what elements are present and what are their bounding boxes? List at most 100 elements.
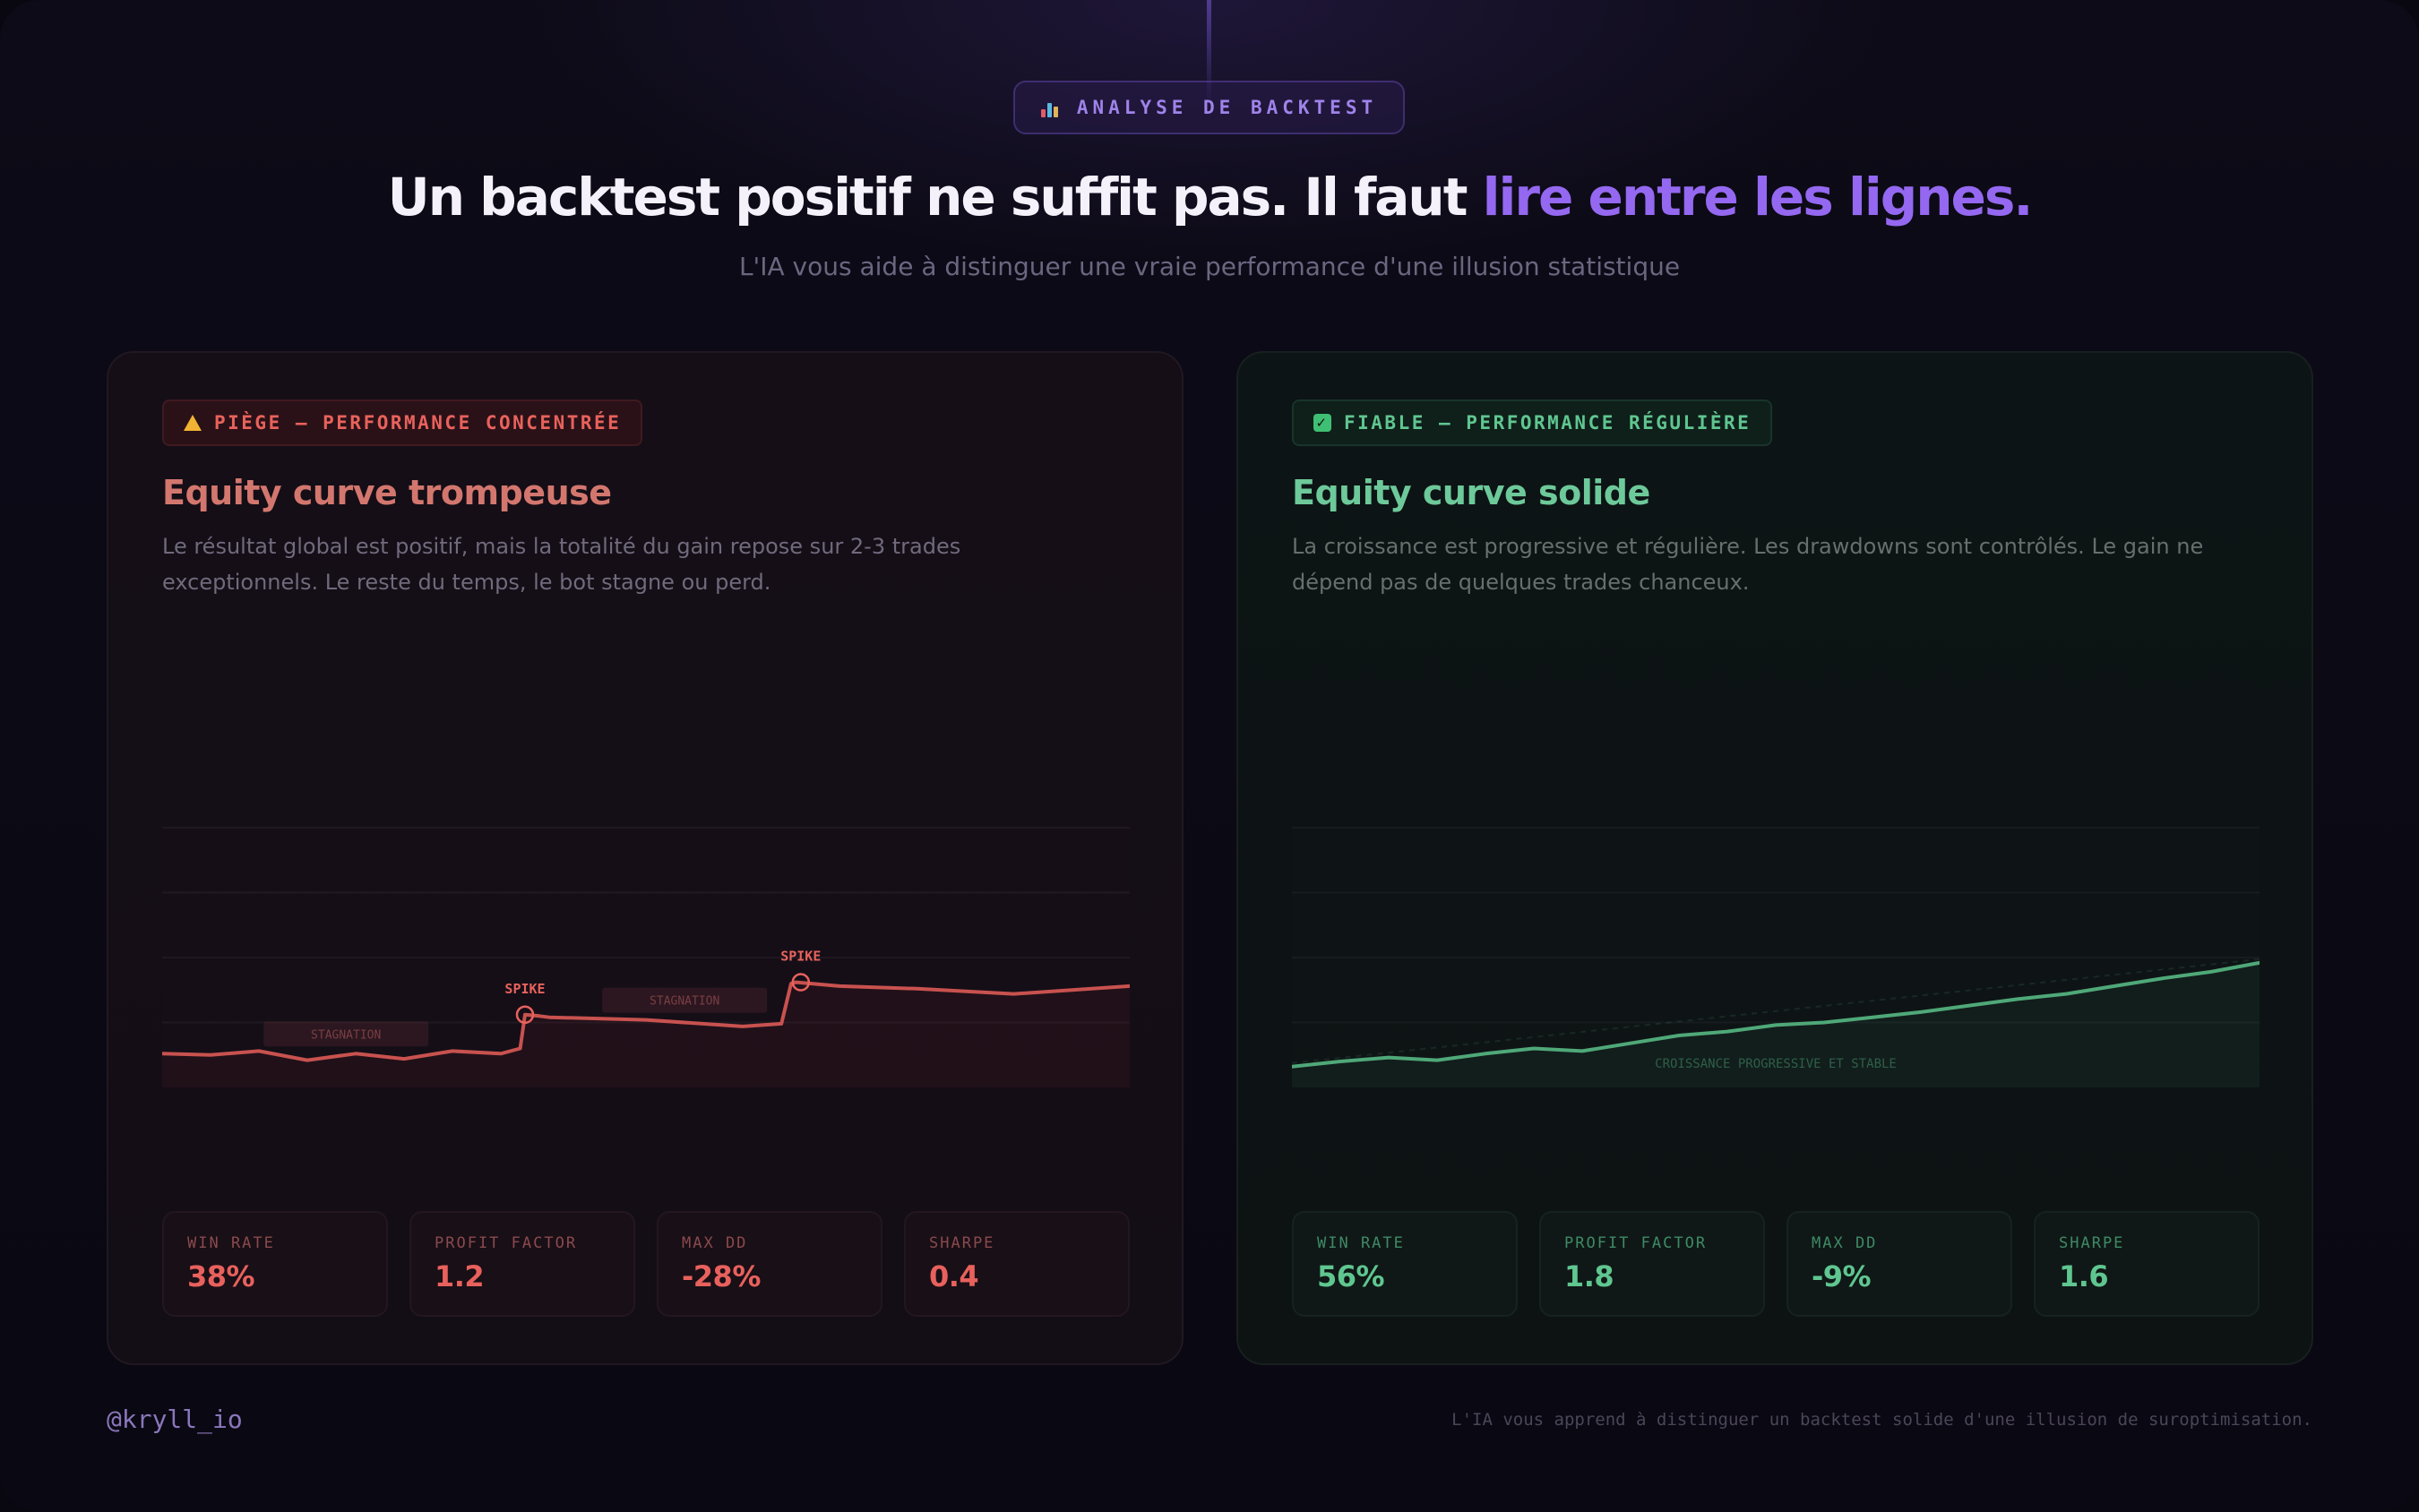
stagnation-label: STAGNATION (650, 995, 719, 1009)
footer-note: L'IA vous apprend à distinguer un backte… (1451, 1410, 2312, 1430)
data-point (838, 984, 841, 988)
stat-profit-factor: PROFIT FACTOR 1.2 (409, 1211, 635, 1317)
trend-label: CROISSANCE PROGRESSIVE ET STABLE (1655, 1057, 1897, 1071)
data-point (402, 1057, 406, 1061)
data-point (499, 1052, 503, 1055)
reliable-card-title: Equity curve solide (1292, 473, 1650, 512)
series-line (162, 980, 1130, 1062)
reliable-stats: WIN RATE 56% PROFIT FACTOR 1.8 MAX DD -9… (1292, 1211, 2260, 1317)
data-point (794, 981, 797, 984)
page-title-main: Un backtest positif ne suffit pas. Il fa… (387, 167, 1483, 228)
stat-label: SHARPE (929, 1234, 995, 1252)
stat-label: SHARPE (2059, 1234, 2125, 1252)
stat-label: PROFIT FACTOR (1564, 1234, 1708, 1252)
stat-label: WIN RATE (187, 1234, 275, 1252)
header-badge-label: ANALYSE DE BACKTEST (1076, 97, 1378, 118)
trap-stats: WIN RATE 38% PROFIT FACTOR 1.2 MAX DD -2… (162, 1211, 1130, 1317)
data-point (547, 1016, 551, 1019)
data-point (1919, 1010, 1923, 1014)
trap-card: PIÈGE — PERFORMANCE CONCENTRÉE Equity cu… (107, 351, 1184, 1365)
data-point (2064, 992, 2068, 996)
stat-sharpe: SHARPE 0.4 (904, 1211, 1130, 1317)
data-point (1871, 1016, 1874, 1019)
reliable-equity-chart: CROISSANCE PROGRESSIVE ET STABLE (1292, 827, 2260, 1087)
data-point (1128, 984, 1130, 988)
stat-win-rate: WIN RATE 56% (1292, 1211, 1518, 1317)
stat-label: MAX DD (1812, 1234, 1878, 1252)
data-point (1387, 1056, 1390, 1060)
data-point (1822, 1021, 1826, 1024)
data-point (741, 1025, 745, 1028)
data-point (523, 1013, 527, 1017)
data-point (915, 987, 918, 991)
stat-win-rate: WIN RATE 38% (162, 1211, 388, 1317)
stat-sharpe: SHARPE 1.6 (2034, 1211, 2260, 1317)
stat-label: WIN RATE (1317, 1234, 1405, 1252)
stat-max-dd: MAX DD -28% (657, 1211, 882, 1317)
check-icon: ✓ (1313, 414, 1331, 432)
data-point (306, 1059, 309, 1062)
stat-label: MAX DD (682, 1234, 748, 1252)
spike-marker (515, 1005, 535, 1025)
data-point (2209, 970, 2213, 974)
data-point (779, 1022, 783, 1026)
data-point (451, 1049, 454, 1052)
data-point (538, 1014, 541, 1018)
data-point (2161, 976, 2165, 980)
trap-equity-chart: STAGNATION STAGNATION SPIKE SPIKE (162, 827, 1130, 1087)
page-subtitle: L'IA vous aide à distinguer une vraie pe… (738, 252, 1681, 281)
header-badge: ANALYSE DE BACKTEST (1013, 81, 1405, 134)
trap-card-description: Le résultat global est positif, mais la … (162, 534, 961, 595)
stat-value: -28% (682, 1259, 761, 1293)
data-point (1484, 1052, 1487, 1055)
data-point (162, 1052, 164, 1055)
spike-marker (791, 973, 811, 992)
series-area (162, 982, 1130, 1087)
stat-value: 1.6 (2059, 1259, 2109, 1293)
data-point (354, 1052, 357, 1055)
trend-line (1292, 958, 2260, 1064)
trap-tag-label: PIÈGE — PERFORMANCE CONCENTRÉE (214, 412, 622, 434)
data-point (257, 1049, 261, 1052)
data-point (519, 1047, 522, 1050)
reliable-tag-label: FIABLE — PERFORMANCE RÉGULIÈRE (1344, 412, 1752, 434)
stat-max-dd: MAX DD -9% (1786, 1211, 2012, 1317)
data-point (209, 1053, 212, 1057)
trap-card-title: Equity curve trompeuse (162, 473, 612, 512)
data-point (1774, 1023, 1778, 1027)
data-point (1339, 1060, 1342, 1063)
stagnation-box (263, 1021, 429, 1047)
data-point (2113, 984, 2116, 988)
data-point (1677, 1034, 1681, 1037)
data-point (1435, 1059, 1439, 1062)
stat-value: 0.4 (929, 1259, 979, 1293)
top-glow-line (1207, 0, 1211, 107)
data-point (1726, 1030, 1729, 1034)
stagnation-label: STAGNATION (311, 1028, 381, 1042)
stat-value: 1.8 (1564, 1259, 1614, 1293)
data-point (1967, 1004, 1971, 1008)
page-title-accent: lire entre les lignes. (1482, 167, 2034, 228)
stagnation-box (602, 987, 768, 1013)
stat-value: 56% (1317, 1259, 1385, 1293)
data-point (1580, 1049, 1584, 1052)
spike-label: SPIKE (504, 981, 545, 997)
data-point (1292, 1065, 1294, 1069)
reliable-tag: ✓ FIABLE — PERFORMANCE RÉGULIÈRE (1292, 399, 1773, 446)
bar-chart-icon (1040, 98, 1061, 117)
stat-value: -9% (1812, 1259, 1872, 1293)
data-point (1532, 1047, 1536, 1050)
reliable-card: ✓ FIABLE — PERFORMANCE RÉGULIÈRE Equity … (1236, 351, 2313, 1365)
warning-icon (184, 415, 202, 431)
stat-value: 38% (187, 1259, 255, 1293)
data-point (644, 1018, 648, 1022)
page-title: Un backtest positif ne suffit pas. Il fa… (0, 167, 2419, 228)
reliable-card-description: La croissance est progressive et réguliè… (1292, 534, 2204, 595)
brand-handle: @kryll_io (107, 1405, 243, 1434)
spike-label: SPIKE (780, 949, 821, 965)
data-point (1629, 1042, 1632, 1045)
data-point (1012, 992, 1015, 996)
stat-profit-factor: PROFIT FACTOR 1.8 (1539, 1211, 1765, 1317)
stat-label: PROFIT FACTOR (435, 1234, 578, 1252)
